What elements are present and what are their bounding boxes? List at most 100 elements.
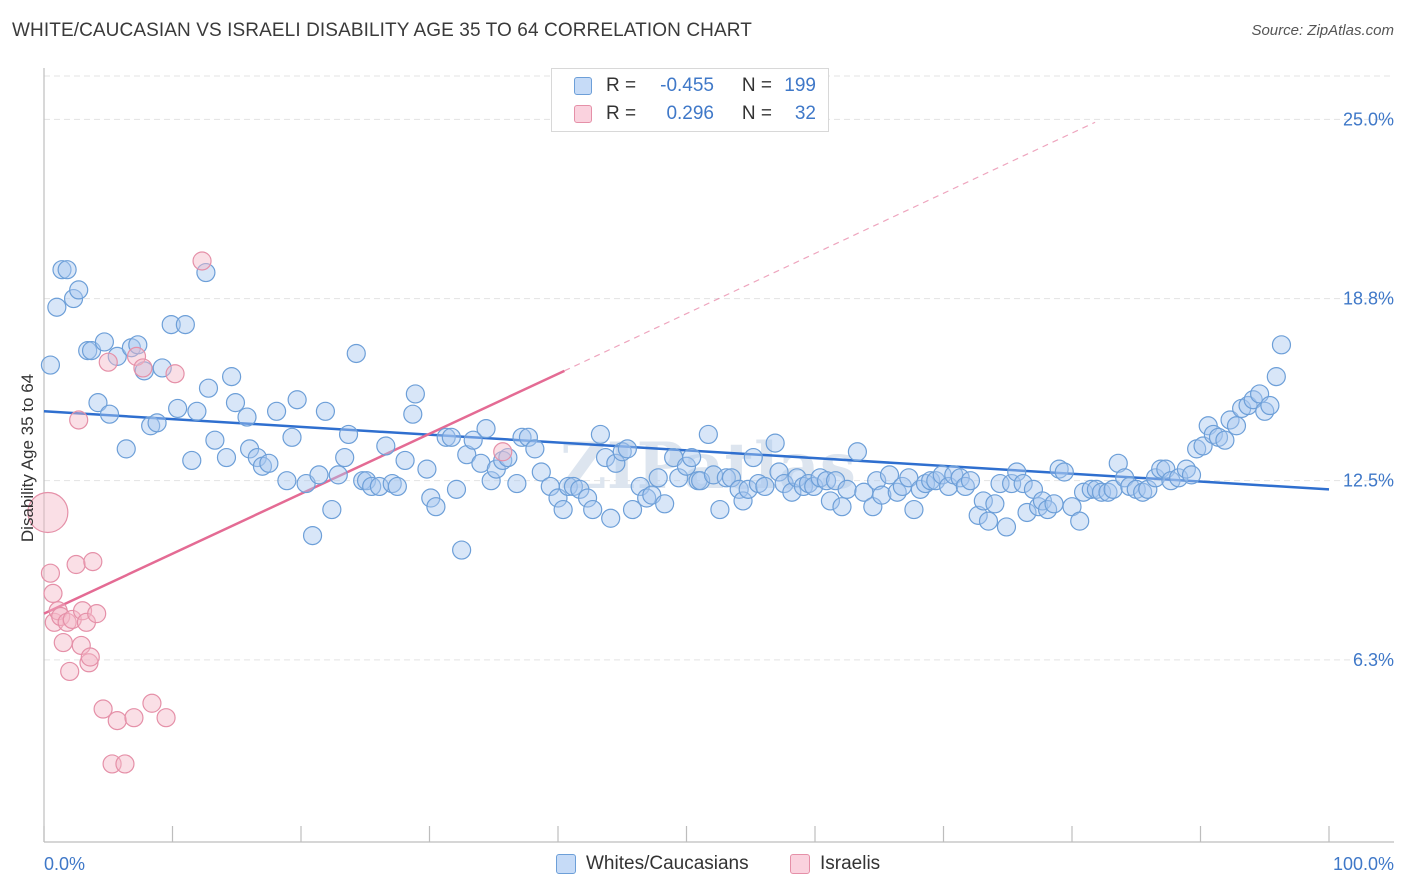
point-whites — [1161, 471, 1181, 491]
point-whites — [1017, 502, 1037, 523]
point-whites — [1044, 494, 1064, 514]
point-israelis — [40, 563, 61, 583]
trend-lines — [43, 121, 1330, 615]
point-whites — [755, 476, 775, 497]
point-whites — [417, 459, 437, 479]
point-whites — [590, 424, 611, 445]
point-whites — [655, 494, 675, 514]
point-whites — [259, 453, 279, 473]
point-whites — [612, 442, 632, 462]
point-israelis — [60, 661, 80, 682]
point-whites — [669, 468, 689, 488]
point-whites — [216, 447, 237, 468]
bottom-legend-swatch-israelis — [790, 854, 810, 874]
point-whites — [94, 332, 114, 352]
point-whites — [879, 465, 900, 485]
bottom-legend-label-whites: Whites/Caucasians — [586, 853, 749, 874]
point-whites — [476, 419, 496, 439]
trend-line-extension — [564, 121, 1096, 372]
point-israelis — [53, 632, 73, 653]
point-whites — [820, 491, 841, 511]
legend-swatch-whites — [574, 77, 592, 95]
point-whites — [921, 471, 941, 491]
point-whites — [426, 497, 446, 517]
point-israelis — [98, 352, 118, 372]
point-israelis — [43, 583, 63, 604]
bottom-legend-whites: Whites/Caucasians — [556, 851, 749, 877]
gridlines — [44, 75, 1394, 661]
legend-r-value: 0.296 — [666, 103, 714, 124]
point-whites — [710, 499, 730, 520]
legend-r-value: -0.455 — [660, 75, 714, 96]
point-whites — [1266, 367, 1286, 387]
legend-n-value: 32 — [794, 103, 816, 124]
point-whites — [57, 260, 77, 280]
point-whites — [601, 508, 621, 528]
point-israelis — [80, 647, 100, 667]
point-whites — [1049, 459, 1069, 479]
point-whites — [198, 378, 219, 398]
point-israelis — [156, 708, 176, 728]
point-israelis — [66, 554, 86, 575]
point-whites — [346, 343, 366, 364]
point-whites — [1098, 482, 1118, 502]
legend-n-label: N = — [741, 75, 772, 96]
point-whites — [99, 404, 120, 424]
legend-swatch-israelis — [574, 105, 592, 123]
point-israelis — [27, 491, 69, 534]
point-whites — [1013, 473, 1033, 494]
point-whites — [395, 450, 415, 471]
point-whites — [52, 260, 72, 280]
point-whites — [837, 479, 857, 499]
point-israelis — [57, 612, 77, 632]
y-tick-label: 18.8% — [1343, 289, 1394, 309]
point-whites — [463, 430, 483, 450]
point-whites — [225, 393, 246, 413]
point-whites — [1002, 473, 1022, 494]
point-whites — [595, 447, 616, 468]
legend-row-whites: R = -0.455 N = 199 — [552, 73, 816, 99]
legend-n-value: 199 — [784, 75, 816, 96]
point-whites — [222, 367, 242, 387]
point-whites — [765, 433, 785, 453]
point-whites — [716, 468, 736, 488]
point-whites — [1103, 479, 1123, 499]
point-whites — [1176, 459, 1196, 479]
point-whites — [376, 436, 396, 456]
point-whites — [277, 471, 297, 491]
point-israelis — [165, 364, 185, 384]
point-whites — [282, 427, 302, 447]
point-whites — [266, 401, 287, 421]
x-tick-max-label: 100.0% — [1333, 854, 1394, 874]
correlation-legend: R = -0.455 N = 199 R = 0.296 N = 32 — [551, 68, 829, 132]
point-whites — [637, 488, 657, 508]
point-whites — [382, 473, 402, 494]
point-whites — [446, 479, 467, 499]
point-whites — [1007, 462, 1027, 482]
point-whites — [1086, 479, 1107, 499]
axes — [43, 68, 1394, 843]
point-whites — [196, 262, 216, 283]
point-whites — [769, 462, 789, 482]
point-whites — [1255, 401, 1275, 421]
point-israelis — [493, 442, 513, 462]
point-whites — [996, 517, 1017, 537]
point-whites — [147, 413, 167, 433]
point-whites — [648, 468, 668, 488]
point-whites — [960, 471, 981, 491]
point-israelis — [124, 708, 144, 728]
point-whites — [1070, 511, 1090, 531]
point-whites — [512, 427, 532, 447]
point-whites — [362, 476, 382, 497]
point-whites — [441, 427, 461, 447]
point-whites — [847, 442, 868, 462]
point-israelis — [79, 653, 99, 673]
point-whites — [1181, 465, 1202, 485]
point-whites — [452, 540, 472, 560]
point-whites — [47, 297, 67, 317]
point-whites — [518, 427, 539, 447]
point-whites — [309, 465, 329, 485]
point-israelis — [142, 693, 162, 713]
point-whites — [622, 499, 643, 520]
